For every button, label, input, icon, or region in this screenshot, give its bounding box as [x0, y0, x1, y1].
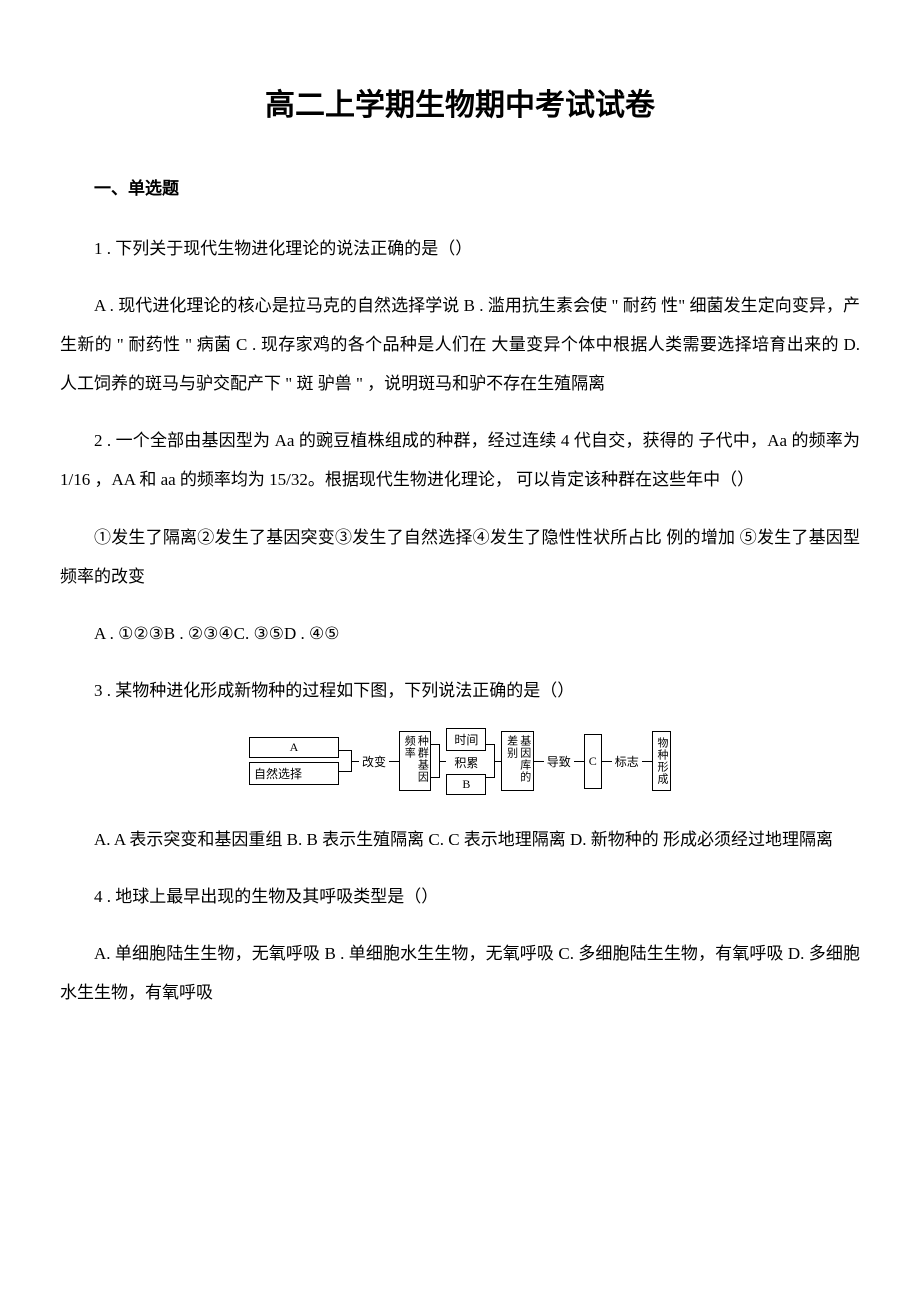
- line: [574, 761, 584, 762]
- mid-group: 时间 积累 B: [446, 728, 486, 795]
- left-box-group: A 自然选择: [249, 737, 339, 785]
- question-1: 1 . 下列关于现代生物进化理论的说法正确的是（）: [60, 229, 860, 268]
- line: [534, 761, 544, 762]
- line: [642, 761, 652, 762]
- box-gene-frequency: 种群基因频率: [399, 731, 431, 791]
- box-species-formation: 物种形成: [652, 731, 671, 791]
- question-2-sub: ①发生了隔离②发生了基因突变③发生了自然选择④发生了隐性性状所占比 例的增加 ⑤…: [60, 518, 860, 596]
- question-2: 2 . 一个全部由基因型为 Aa 的豌豆植株组成的种群，经过连续 4 代自交，获…: [60, 421, 860, 499]
- box-c: C: [584, 734, 602, 789]
- section-header: 一、单选题: [60, 174, 860, 199]
- line: [389, 761, 399, 762]
- box-time: 时间: [446, 728, 486, 751]
- line: [602, 761, 612, 762]
- diagram-container: A 自然选择 改变 种群基因频率 时间 积累 B 基因库的差别 导致: [60, 728, 860, 795]
- question-4-options: A. 单细胞陆生生物，无氧呼吸 B . 单细胞水生生物，无氧呼吸 C. 多细胞陆…: [60, 934, 860, 1012]
- label-accumulate: 积累: [451, 754, 481, 771]
- page-title: 高二上学期生物期中考试试卷: [60, 80, 860, 124]
- label-cause: 导致: [544, 753, 574, 770]
- flowchart-diagram: A 自然选择 改变 种群基因频率 时间 积累 B 基因库的差别 导致: [249, 728, 671, 795]
- label-change: 改变: [359, 753, 389, 770]
- connector-mid-1: [431, 736, 446, 786]
- question-3-options: A. A 表示突变和基因重组 B. B 表示生殖隔离 C. C 表示地理隔离 D…: [60, 820, 860, 859]
- connector-left: [339, 742, 359, 780]
- box-b: B: [446, 774, 486, 795]
- label-mark: 标志: [612, 753, 642, 770]
- question-4: 4 . 地球上最早出现的生物及其呼吸类型是（）: [60, 877, 860, 916]
- question-1-options: A . 现代进化理论的核心是拉马克的自然选择学说 B . 滥用抗生素会使 " 耐…: [60, 286, 860, 403]
- question-3: 3 . 某物种进化形成新物种的过程如下图，下列说法正确的是（）: [60, 671, 860, 710]
- box-natural-selection: 自然选择: [249, 762, 339, 785]
- box-a: A: [249, 737, 339, 758]
- box-gene-pool-diff: 基因库的差别: [501, 731, 533, 791]
- question-2-options: A . ①②③B . ②③④C. ③⑤D . ④⑤: [60, 614, 860, 653]
- connector-mid-2: [486, 736, 501, 786]
